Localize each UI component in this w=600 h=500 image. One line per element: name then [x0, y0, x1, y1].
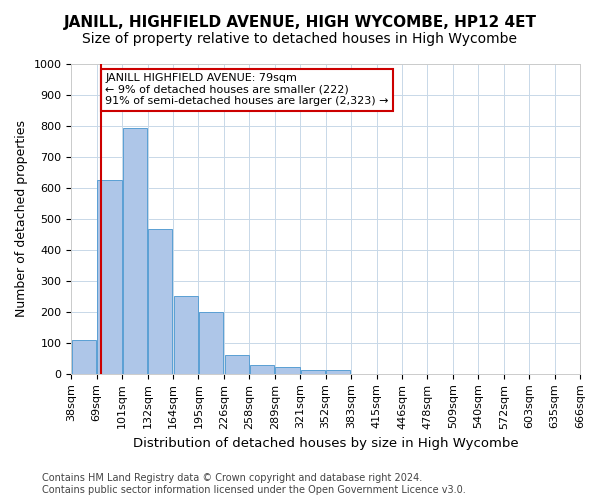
Bar	[250, 364, 274, 374]
Bar	[123, 128, 147, 374]
Text: JANILL HIGHFIELD AVENUE: 79sqm
← 9% of detached houses are smaller (222)
91% of : JANILL HIGHFIELD AVENUE: 79sqm ← 9% of d…	[105, 74, 389, 106]
Text: Size of property relative to detached houses in High Wycombe: Size of property relative to detached ho…	[83, 32, 517, 46]
Text: Contains HM Land Registry data © Crown copyright and database right 2024.
Contai: Contains HM Land Registry data © Crown c…	[42, 474, 466, 495]
Bar	[173, 296, 198, 374]
Y-axis label: Number of detached properties: Number of detached properties	[15, 120, 28, 318]
X-axis label: Distribution of detached houses by size in High Wycombe: Distribution of detached houses by size …	[133, 437, 518, 450]
Bar	[301, 370, 325, 374]
Bar	[72, 340, 96, 374]
Bar	[275, 367, 299, 374]
Text: JANILL, HIGHFIELD AVENUE, HIGH WYCOMBE, HP12 4ET: JANILL, HIGHFIELD AVENUE, HIGH WYCOMBE, …	[64, 15, 536, 30]
Bar	[199, 312, 223, 374]
Bar	[326, 370, 350, 374]
Bar	[224, 354, 248, 374]
Bar	[148, 229, 172, 374]
Bar	[97, 180, 122, 374]
